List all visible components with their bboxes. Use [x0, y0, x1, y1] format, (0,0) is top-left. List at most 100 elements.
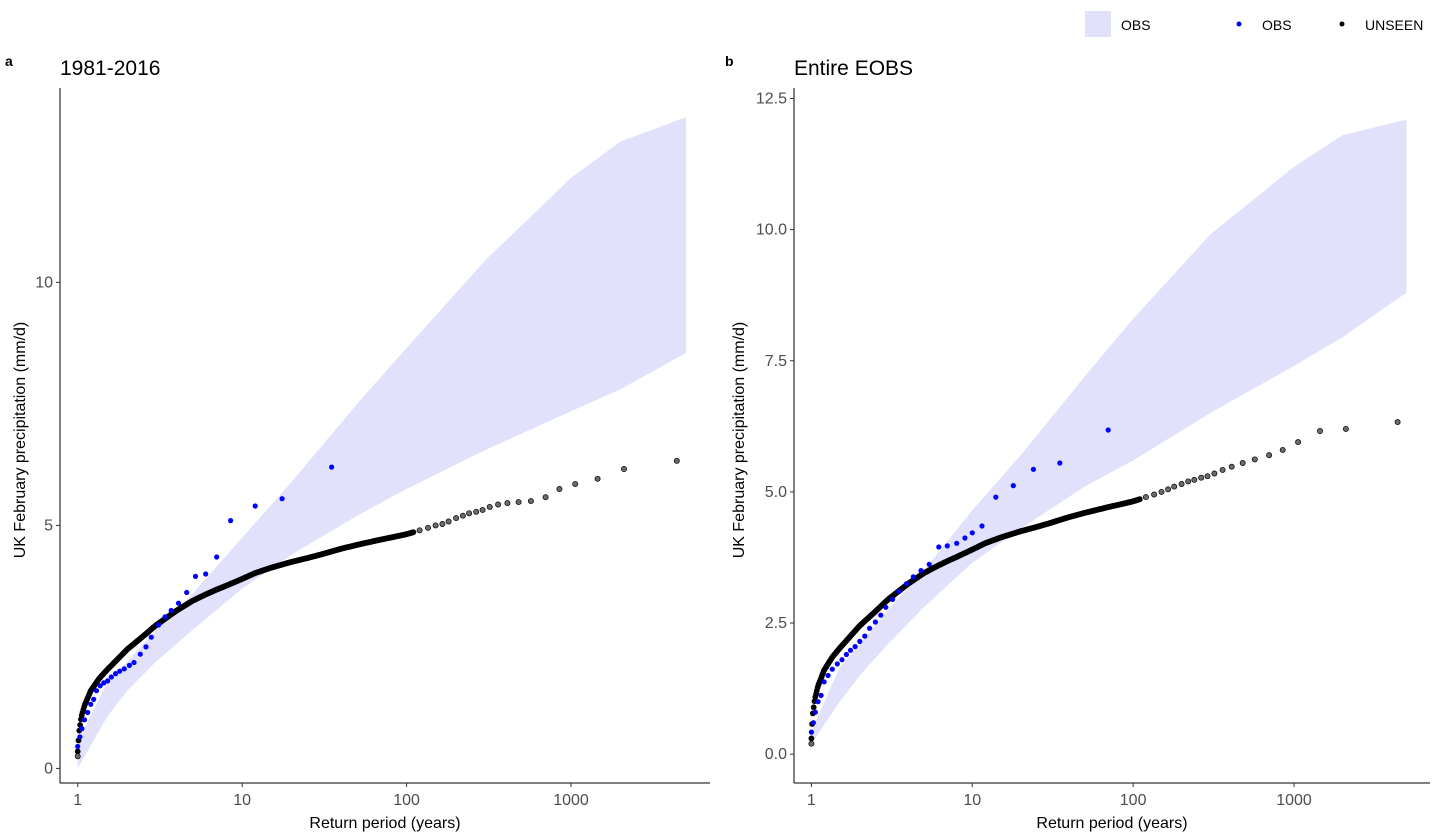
unseen-series-a	[74, 457, 680, 760]
obs-point	[126, 662, 132, 669]
unseen-point	[466, 510, 473, 517]
obs-point	[88, 701, 94, 707]
obs-point	[903, 581, 910, 587]
obs-point	[847, 647, 854, 653]
obs-point	[812, 709, 819, 715]
y-tick-label-b: 0.0	[765, 746, 787, 763]
x-tick-label-b: 1	[807, 792, 816, 809]
unseen-point	[416, 527, 423, 534]
unseen-point	[1171, 483, 1178, 490]
legend-band-swatch	[1085, 11, 1111, 37]
obs-point	[105, 678, 111, 684]
unseen-point	[1317, 428, 1323, 434]
obs-point	[121, 666, 127, 672]
unseen-point	[479, 506, 486, 513]
obs-point	[143, 644, 149, 650]
obs-point	[843, 651, 850, 658]
unseen-point	[1279, 446, 1286, 453]
y-tick-label-a: 0	[44, 760, 53, 777]
obs-point	[944, 543, 950, 549]
obs-point	[97, 683, 103, 689]
unseen-point	[808, 735, 815, 742]
obs-point	[818, 692, 824, 699]
panel-tag-b: b	[725, 53, 734, 69]
y-tick-label-a: 10	[35, 274, 53, 291]
legend-label-obs-points: OBS	[1262, 17, 1292, 33]
obs-series-a	[75, 464, 335, 750]
obs-point	[857, 638, 863, 645]
obs-point	[252, 503, 258, 509]
x-tick-label-a: 100	[393, 792, 420, 809]
panel-b: b Entire EOBS UK February precipitation …	[725, 53, 1430, 832]
obs-point	[1105, 427, 1111, 433]
obs-point	[839, 657, 845, 663]
obs-point	[168, 607, 174, 614]
unseen-point	[810, 704, 817, 711]
unseen-point	[808, 740, 815, 747]
obs-point	[872, 619, 879, 625]
obs-point	[1030, 466, 1036, 472]
unseen-point	[1142, 494, 1149, 501]
obs-point	[825, 672, 831, 679]
unseen-point	[1136, 496, 1143, 503]
y-tick-label-b: 12.5	[756, 90, 787, 107]
legend: OBS OBS UNSEEN	[1085, 11, 1423, 37]
obs-point	[834, 661, 840, 667]
y-tick-label-a: 5	[44, 517, 53, 534]
unseen-point	[1219, 466, 1226, 473]
unseen-point	[425, 524, 431, 531]
x-tick-label-a: 10	[233, 792, 251, 809]
unseen-point	[439, 521, 446, 527]
y-tick-label-b: 7.5	[765, 353, 787, 370]
obs-point	[214, 554, 220, 560]
unseen-point	[1295, 439, 1302, 446]
legend-unseen-point-swatch	[1339, 21, 1345, 27]
obs-point	[896, 588, 902, 595]
unseen-point	[1211, 470, 1218, 477]
unseen-point	[410, 529, 417, 536]
obs-point	[93, 688, 100, 694]
legend-label-obs-band: OBS	[1121, 17, 1151, 33]
unseen-point	[1198, 474, 1205, 481]
obs-point	[993, 494, 999, 500]
legend-label-unseen: UNSEEN	[1365, 17, 1423, 33]
obs-point	[184, 589, 190, 596]
obs-point	[137, 651, 143, 657]
unseen-point	[621, 466, 627, 472]
unseen-point	[542, 494, 549, 501]
obs-point	[91, 696, 97, 703]
x-tick-label-a: 1	[73, 792, 82, 809]
y-axis-title-b: UK February precipitation (mm/d)	[731, 322, 748, 559]
unseen-point	[1342, 425, 1349, 432]
obs-point	[175, 600, 182, 606]
unseen-point	[459, 512, 466, 519]
x-axis-title-a: Return period (years)	[309, 815, 460, 832]
unseen-point	[432, 522, 439, 529]
panel-a: a 1981-2016 UK February precipitation (m…	[5, 53, 710, 832]
y-tick-label-b: 10.0	[756, 222, 787, 239]
obs-point	[192, 573, 199, 580]
legend-obs-point-swatch	[1236, 21, 1242, 27]
unseen-point	[1158, 488, 1165, 495]
unseen-point	[74, 753, 81, 760]
obs-point	[148, 634, 154, 640]
x-tick-label-b: 10	[963, 792, 981, 809]
x-tick-label-b: 1000	[1276, 792, 1312, 809]
x-axis-title-b: Return period (years)	[1036, 815, 1187, 832]
plot-area-a: 0 5 10 1 10 100 1000	[35, 88, 710, 809]
unseen-point	[1394, 419, 1401, 426]
obs-point	[81, 717, 88, 723]
panel-title-a: 1981-2016	[60, 57, 160, 80]
obs-point	[79, 726, 85, 732]
obs-point	[979, 523, 985, 529]
obs-point	[962, 535, 968, 541]
y-tick-label-b: 2.5	[765, 615, 787, 632]
obs-series-b	[808, 427, 1111, 735]
panel-tag-a: a	[5, 53, 13, 69]
unseen-point	[453, 515, 460, 522]
obs-point	[910, 574, 916, 580]
unseen-point	[504, 500, 511, 507]
obs-point	[829, 666, 835, 672]
obs-point	[969, 530, 975, 536]
unseen-point	[572, 481, 579, 488]
